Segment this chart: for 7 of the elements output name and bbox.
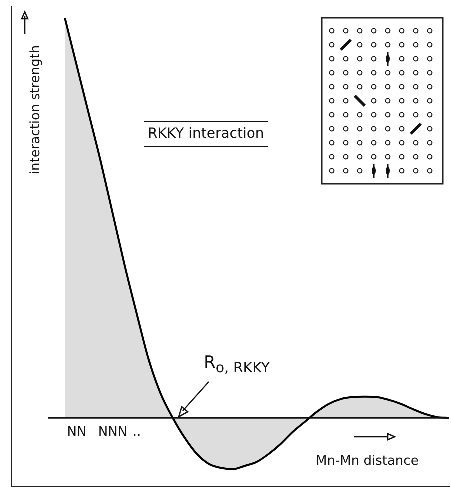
x-axis-title: Mn-Mn distance [316, 454, 419, 469]
x-tick-label: NNN [98, 424, 128, 440]
x-tick-label: NN [67, 424, 87, 440]
text: RKKY interaction [144, 121, 268, 147]
y-axis-title: interaction strength [28, 45, 44, 175]
annotation: R$_{o, RKKY}$ [204, 353, 270, 376]
x-tick-label: .. [132, 424, 142, 440]
